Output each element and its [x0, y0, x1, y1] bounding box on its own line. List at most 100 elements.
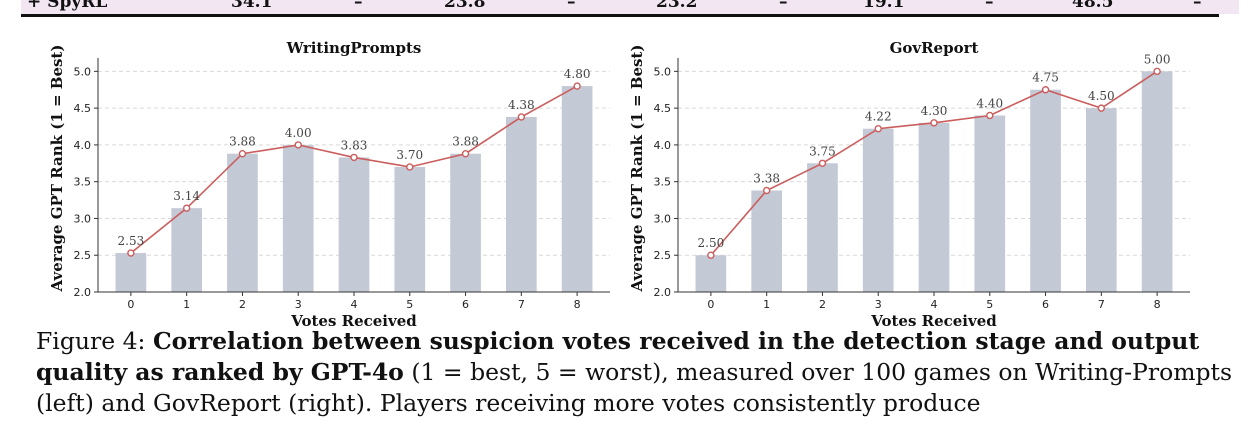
x-tick-label: 2	[819, 298, 826, 311]
data-label: 4.00	[285, 126, 312, 140]
caption-prefix: Figure 4:	[36, 327, 146, 355]
bar-3	[862, 128, 894, 292]
x-tick-label: 8	[574, 298, 581, 311]
point-7	[1097, 104, 1106, 112]
data-label: 3.88	[452, 135, 479, 149]
data-label: 3.38	[753, 172, 780, 186]
table-cell: 19.1	[863, 0, 905, 12]
point-8	[573, 82, 581, 90]
bar-4	[338, 157, 370, 292]
x-axis-label: Votes Received	[870, 312, 997, 330]
chart-writingprompts: 2.0 2.5 3.0 3.5 4.0 4.5 5.0 0 1 2 3 4 5 6 7 8 2.53 3.14 3.…	[48, 39, 610, 330]
y-tick-label: 2.5	[74, 249, 92, 262]
bar-6	[450, 153, 481, 292]
figure-caption: Figure 4: Correlation between suspicion …	[36, 326, 1236, 419]
table-cell: –	[985, 0, 994, 12]
x-tick-label: 6	[462, 298, 469, 311]
data-label: 4.22	[865, 110, 892, 124]
x-tick-label: 8	[1154, 298, 1161, 311]
x-tick-label: 4	[351, 298, 358, 311]
data-label: 4.50	[1088, 89, 1115, 103]
x-tick-label: 5	[406, 298, 413, 311]
caption-rest: (1 = best, 5 = worst), measured over 100…	[36, 358, 1233, 417]
point-6	[1041, 86, 1050, 94]
bar-0	[115, 253, 147, 292]
bar-2	[227, 153, 258, 292]
point-1	[182, 204, 191, 212]
y-tick-label: 5.0	[654, 65, 672, 78]
point-3	[874, 125, 882, 133]
x-tick-label: 1	[183, 298, 190, 311]
point-4	[930, 119, 938, 127]
chart-title: WritingPrompts	[286, 39, 422, 57]
y-axis-label: Average GPT Rank (1 = Best)	[48, 45, 66, 293]
y-tick-label: 3.5	[74, 176, 92, 189]
x-axis-label: Votes Received	[290, 312, 417, 330]
bar-1	[171, 208, 203, 292]
y-tick-label: 4.0	[654, 139, 672, 152]
x-tick-label: 3	[875, 298, 882, 311]
point-2	[818, 159, 827, 167]
y-tick-label: 5.0	[74, 65, 92, 78]
point-0	[707, 251, 715, 259]
y-axis-label: Average GPT Rank (1 = Best)	[628, 45, 646, 293]
point-1	[762, 186, 771, 195]
x-tick-label: 7	[1098, 298, 1105, 311]
table-bottom-rule	[21, 14, 1219, 17]
point-5	[406, 163, 414, 171]
y-tick-label: 2.0	[74, 286, 92, 299]
bar-3	[282, 144, 314, 292]
bar-8	[561, 86, 593, 292]
bar-7	[505, 116, 537, 293]
table-cell: 48.5	[1072, 0, 1114, 12]
data-label: 3.70	[396, 148, 423, 162]
data-label: 2.53	[118, 234, 145, 248]
x-tick-label: 4	[931, 298, 938, 311]
table-cell: –	[1193, 0, 1202, 12]
table-cell: –	[779, 0, 788, 12]
x-tick-label: 5	[986, 298, 993, 311]
x-tick-label: 7	[518, 298, 525, 311]
table-cell: 23.8	[444, 0, 486, 12]
y-tick-label: 4.5	[74, 102, 92, 115]
x-tick-label: 1	[763, 298, 770, 311]
bar-6	[1030, 89, 1061, 292]
point-4	[350, 153, 358, 162]
data-label: 4.30	[921, 104, 948, 118]
point-6	[461, 150, 470, 158]
data-label: 2.50	[698, 236, 725, 250]
data-label: 4.40	[976, 96, 1003, 110]
table-cell: 23.2	[656, 0, 698, 12]
bar-4	[918, 122, 950, 292]
bar-2	[807, 163, 838, 292]
bar-1	[751, 190, 783, 292]
data-label: 3.75	[809, 144, 836, 158]
x-tick-label: 3	[295, 298, 302, 311]
y-tick-label: 3.0	[654, 212, 672, 225]
y-tick-label: 4.5	[654, 102, 672, 115]
data-label: 3.14	[173, 189, 200, 203]
data-label: 4.38	[508, 98, 535, 112]
table-row-spyrl: + SpyRL 34.1 – 23.8 – 23.2 – 19.1 – 48.5…	[21, 0, 1239, 14]
row-label: + SpyRL	[27, 0, 108, 12]
data-label: 3.83	[341, 138, 368, 152]
point-5	[986, 111, 994, 120]
point-3	[294, 141, 302, 149]
caption-bold: Correlation between suspicion votes rece…	[36, 327, 1200, 386]
y-tick-label: 3.0	[74, 212, 92, 225]
bar-5	[974, 115, 1006, 292]
table-cell: 34.1	[231, 0, 273, 12]
table-cell: –	[567, 0, 576, 12]
bar-8	[1141, 71, 1173, 292]
y-tick-label: 2.0	[654, 286, 672, 299]
point-8	[1153, 67, 1161, 76]
table-cell: –	[354, 0, 363, 12]
bar-5	[394, 166, 426, 292]
data-label: 4.75	[1032, 71, 1059, 85]
point-0	[127, 249, 135, 257]
point-2	[238, 150, 247, 158]
chart-title: GovReport	[890, 39, 979, 57]
point-7	[517, 113, 526, 121]
x-tick-label: 0	[707, 298, 714, 311]
y-tick-label: 3.5	[654, 176, 672, 189]
